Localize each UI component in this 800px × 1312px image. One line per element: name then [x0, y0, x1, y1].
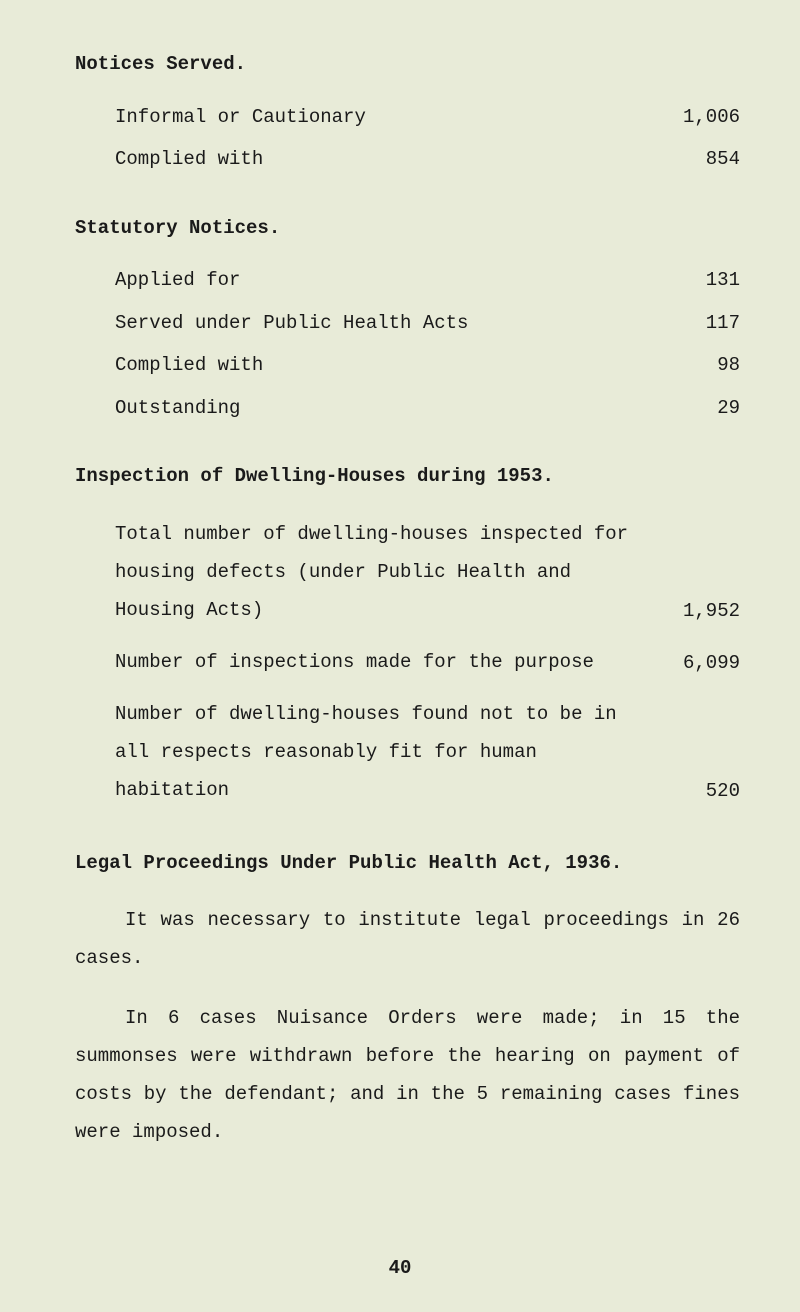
row-label: Complied with — [115, 351, 650, 380]
data-row: Applied for 131 — [75, 266, 740, 295]
row-value: 1,006 — [650, 103, 740, 132]
row-value: 854 — [650, 145, 740, 174]
row-value: 98 — [650, 351, 740, 380]
data-row: Complied with 854 — [75, 145, 740, 174]
row-value: 520 — [650, 777, 740, 809]
row-label: Served under Public Health Acts — [115, 309, 650, 338]
row-value: 131 — [650, 266, 740, 295]
statutory-notices-section: Statutory Notices. Applied for 131 Serve… — [75, 214, 740, 423]
notices-served-heading: Notices Served. — [75, 50, 740, 79]
page-number: 40 — [389, 1254, 412, 1283]
legal-proceedings-section: Legal Proceedings Under Public Health Ac… — [75, 849, 740, 1152]
row-value: 29 — [650, 394, 740, 423]
row-label: Number of inspections made for the purpo… — [115, 643, 650, 681]
row-label: Informal or Cautionary — [115, 103, 650, 132]
data-row: Number of dwelling-houses found not to b… — [75, 695, 740, 809]
inspection-heading: Inspection of Dwelling-Houses during 195… — [75, 462, 740, 491]
row-label: Number of dwelling-houses found not to b… — [115, 695, 650, 809]
statutory-notices-heading: Statutory Notices. — [75, 214, 740, 243]
row-value: 117 — [650, 309, 740, 338]
data-row: Total number of dwelling-houses inspecte… — [75, 515, 740, 629]
row-value: 6,099 — [650, 649, 740, 681]
data-row: Served under Public Health Acts 117 — [75, 309, 740, 338]
row-label: Complied with — [115, 145, 650, 174]
inspection-section: Inspection of Dwelling-Houses during 195… — [75, 462, 740, 809]
row-label: Outstanding — [115, 394, 650, 423]
data-row: Informal or Cautionary 1,006 — [75, 103, 740, 132]
legal-paragraph-1: It was necessary to institute legal proc… — [75, 901, 740, 977]
data-row: Complied with 98 — [75, 351, 740, 380]
row-label: Total number of dwelling-houses inspecte… — [115, 515, 650, 629]
legal-paragraph-2: In 6 cases Nuisance Orders were made; in… — [75, 999, 740, 1151]
row-value: 1,952 — [650, 597, 740, 629]
legal-heading: Legal Proceedings Under Public Health Ac… — [75, 849, 740, 878]
notices-served-section: Notices Served. Informal or Cautionary 1… — [75, 50, 740, 174]
row-label: Applied for — [115, 266, 650, 295]
data-row: Number of inspections made for the purpo… — [75, 643, 740, 681]
data-row: Outstanding 29 — [75, 394, 740, 423]
